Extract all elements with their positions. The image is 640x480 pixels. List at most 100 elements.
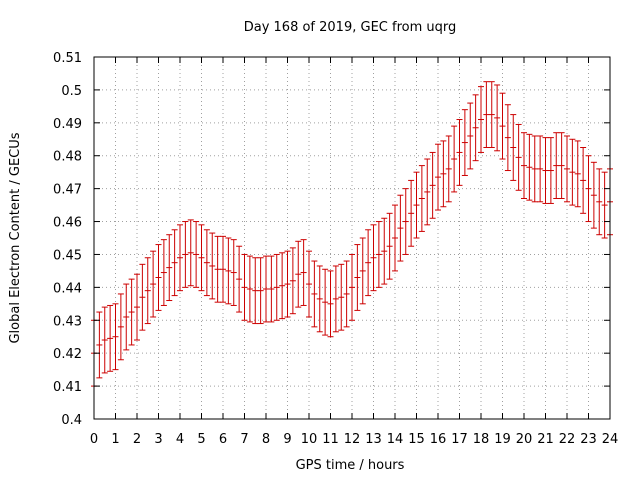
x-tick-label: 0 <box>90 432 98 447</box>
error-bar-point <box>435 143 441 211</box>
axis-ticks <box>93 56 611 420</box>
error-bar-point <box>332 265 339 333</box>
error-bar-point <box>284 250 291 318</box>
tick-labels: 0 1 2 3 4 5 6 7 8 9 10 11 12 13 14 15 16 17 18 19 20 21 22 23 24… <box>53 51 618 447</box>
y-tick-label: 0.47 <box>53 183 82 198</box>
error-bar-point <box>182 221 189 288</box>
error-bar-point <box>96 311 103 379</box>
error-bar-point <box>488 81 495 148</box>
error-bar-point <box>370 224 377 292</box>
x-tick-label: 23 <box>580 432 597 447</box>
error-bar-point <box>596 168 603 236</box>
error-bar-point <box>580 147 587 214</box>
y-tick-label: 0.41 <box>53 380 82 395</box>
error-bar-point <box>166 234 173 302</box>
error-bar-point <box>542 137 549 204</box>
error-bar-point <box>504 104 511 172</box>
x-tick-label: 10 <box>301 432 318 447</box>
error-bar-point <box>338 263 345 331</box>
y-tick-label: 0.45 <box>53 248 82 263</box>
error-bar-point <box>241 253 248 321</box>
x-tick-label: 7 <box>240 432 248 447</box>
error-bar-point <box>461 109 468 176</box>
error-bar-point <box>134 273 140 341</box>
y-axis-label: Global Electron Content / GECUs <box>8 132 23 343</box>
error-bar-point <box>263 255 269 323</box>
x-axis-label: GPS time / hours <box>296 458 405 473</box>
error-bar-point <box>209 232 216 300</box>
error-bar-point <box>472 94 479 162</box>
error-bar-point <box>531 135 538 203</box>
x-tick-label: 1 <box>111 432 119 447</box>
error-bar-point <box>311 260 318 328</box>
error-bar-point <box>193 221 200 288</box>
error-bar-point <box>402 188 409 255</box>
error-bar-point <box>343 260 350 328</box>
x-tick-label: 4 <box>176 432 184 447</box>
error-bar-point <box>359 237 366 305</box>
error-bar-point <box>150 250 157 318</box>
x-tick-label: 15 <box>408 432 425 447</box>
error-bar-point <box>198 224 205 292</box>
error-bar-point <box>413 171 420 239</box>
x-tick-label: 14 <box>387 432 404 447</box>
error-bar-point <box>445 135 452 203</box>
error-bar-point <box>494 84 501 152</box>
error-bar-point <box>585 155 592 223</box>
error-bar-point <box>128 278 135 346</box>
y-tick-label: 0.42 <box>53 347 82 362</box>
error-bar-point <box>273 253 280 321</box>
error-bar-point <box>322 268 329 336</box>
error-bar-point <box>537 135 544 203</box>
y-tick-label: 0.43 <box>53 314 82 329</box>
error-bar-point <box>564 135 570 203</box>
x-tick-label: 12 <box>344 432 361 447</box>
error-bar-point <box>230 239 237 306</box>
error-bar-point <box>171 229 178 297</box>
error-bar-point <box>375 221 382 288</box>
error-bar-point <box>381 217 388 285</box>
x-tick-label: 17 <box>451 432 468 447</box>
error-bar-point <box>225 237 232 305</box>
error-bar-point <box>418 165 425 232</box>
error-bar-point <box>483 81 490 148</box>
error-bar-point <box>499 92 506 160</box>
error-bar-point <box>467 102 474 170</box>
error-bar-point <box>429 151 436 219</box>
error-bar-point <box>440 140 447 208</box>
error-bar-point <box>365 229 372 297</box>
error-bar-point <box>214 235 221 303</box>
error-bar-point <box>515 123 522 191</box>
error-bar-point <box>246 255 253 323</box>
y-tick-label: 0.51 <box>53 51 82 66</box>
error-bar-point <box>547 137 554 204</box>
error-bar-point <box>408 179 415 247</box>
error-bar-point <box>144 257 151 325</box>
error-bar-point <box>327 270 334 338</box>
error-bar-point <box>123 283 130 351</box>
x-tick-label: 22 <box>559 432 576 447</box>
error-bar-point <box>279 252 286 320</box>
error-bar-point <box>107 304 114 372</box>
error-bar-point <box>112 303 119 371</box>
error-bar-point <box>397 194 404 262</box>
error-bar-point <box>558 132 565 200</box>
y-tick-label: 0.46 <box>53 216 82 231</box>
y-tick-label: 0.44 <box>53 281 82 296</box>
error-bar-point <box>354 244 361 311</box>
error-bar-point <box>392 204 398 272</box>
error-bar-point <box>177 224 183 292</box>
x-tick-label: 9 <box>283 432 291 447</box>
error-bar-point <box>574 140 581 208</box>
error-bar-point <box>478 86 484 153</box>
error-bar-point <box>160 239 167 306</box>
error-bar-point <box>553 132 560 200</box>
x-tick-label: 19 <box>494 432 511 447</box>
y-tick-label: 0.48 <box>53 150 82 165</box>
x-tick-label: 6 <box>219 432 227 447</box>
x-tick-label: 3 <box>154 432 162 447</box>
y-tick-label: 0.4 <box>61 413 82 428</box>
error-bar-point <box>456 119 463 186</box>
error-bar-point <box>521 132 527 200</box>
error-bar-point <box>300 239 307 306</box>
